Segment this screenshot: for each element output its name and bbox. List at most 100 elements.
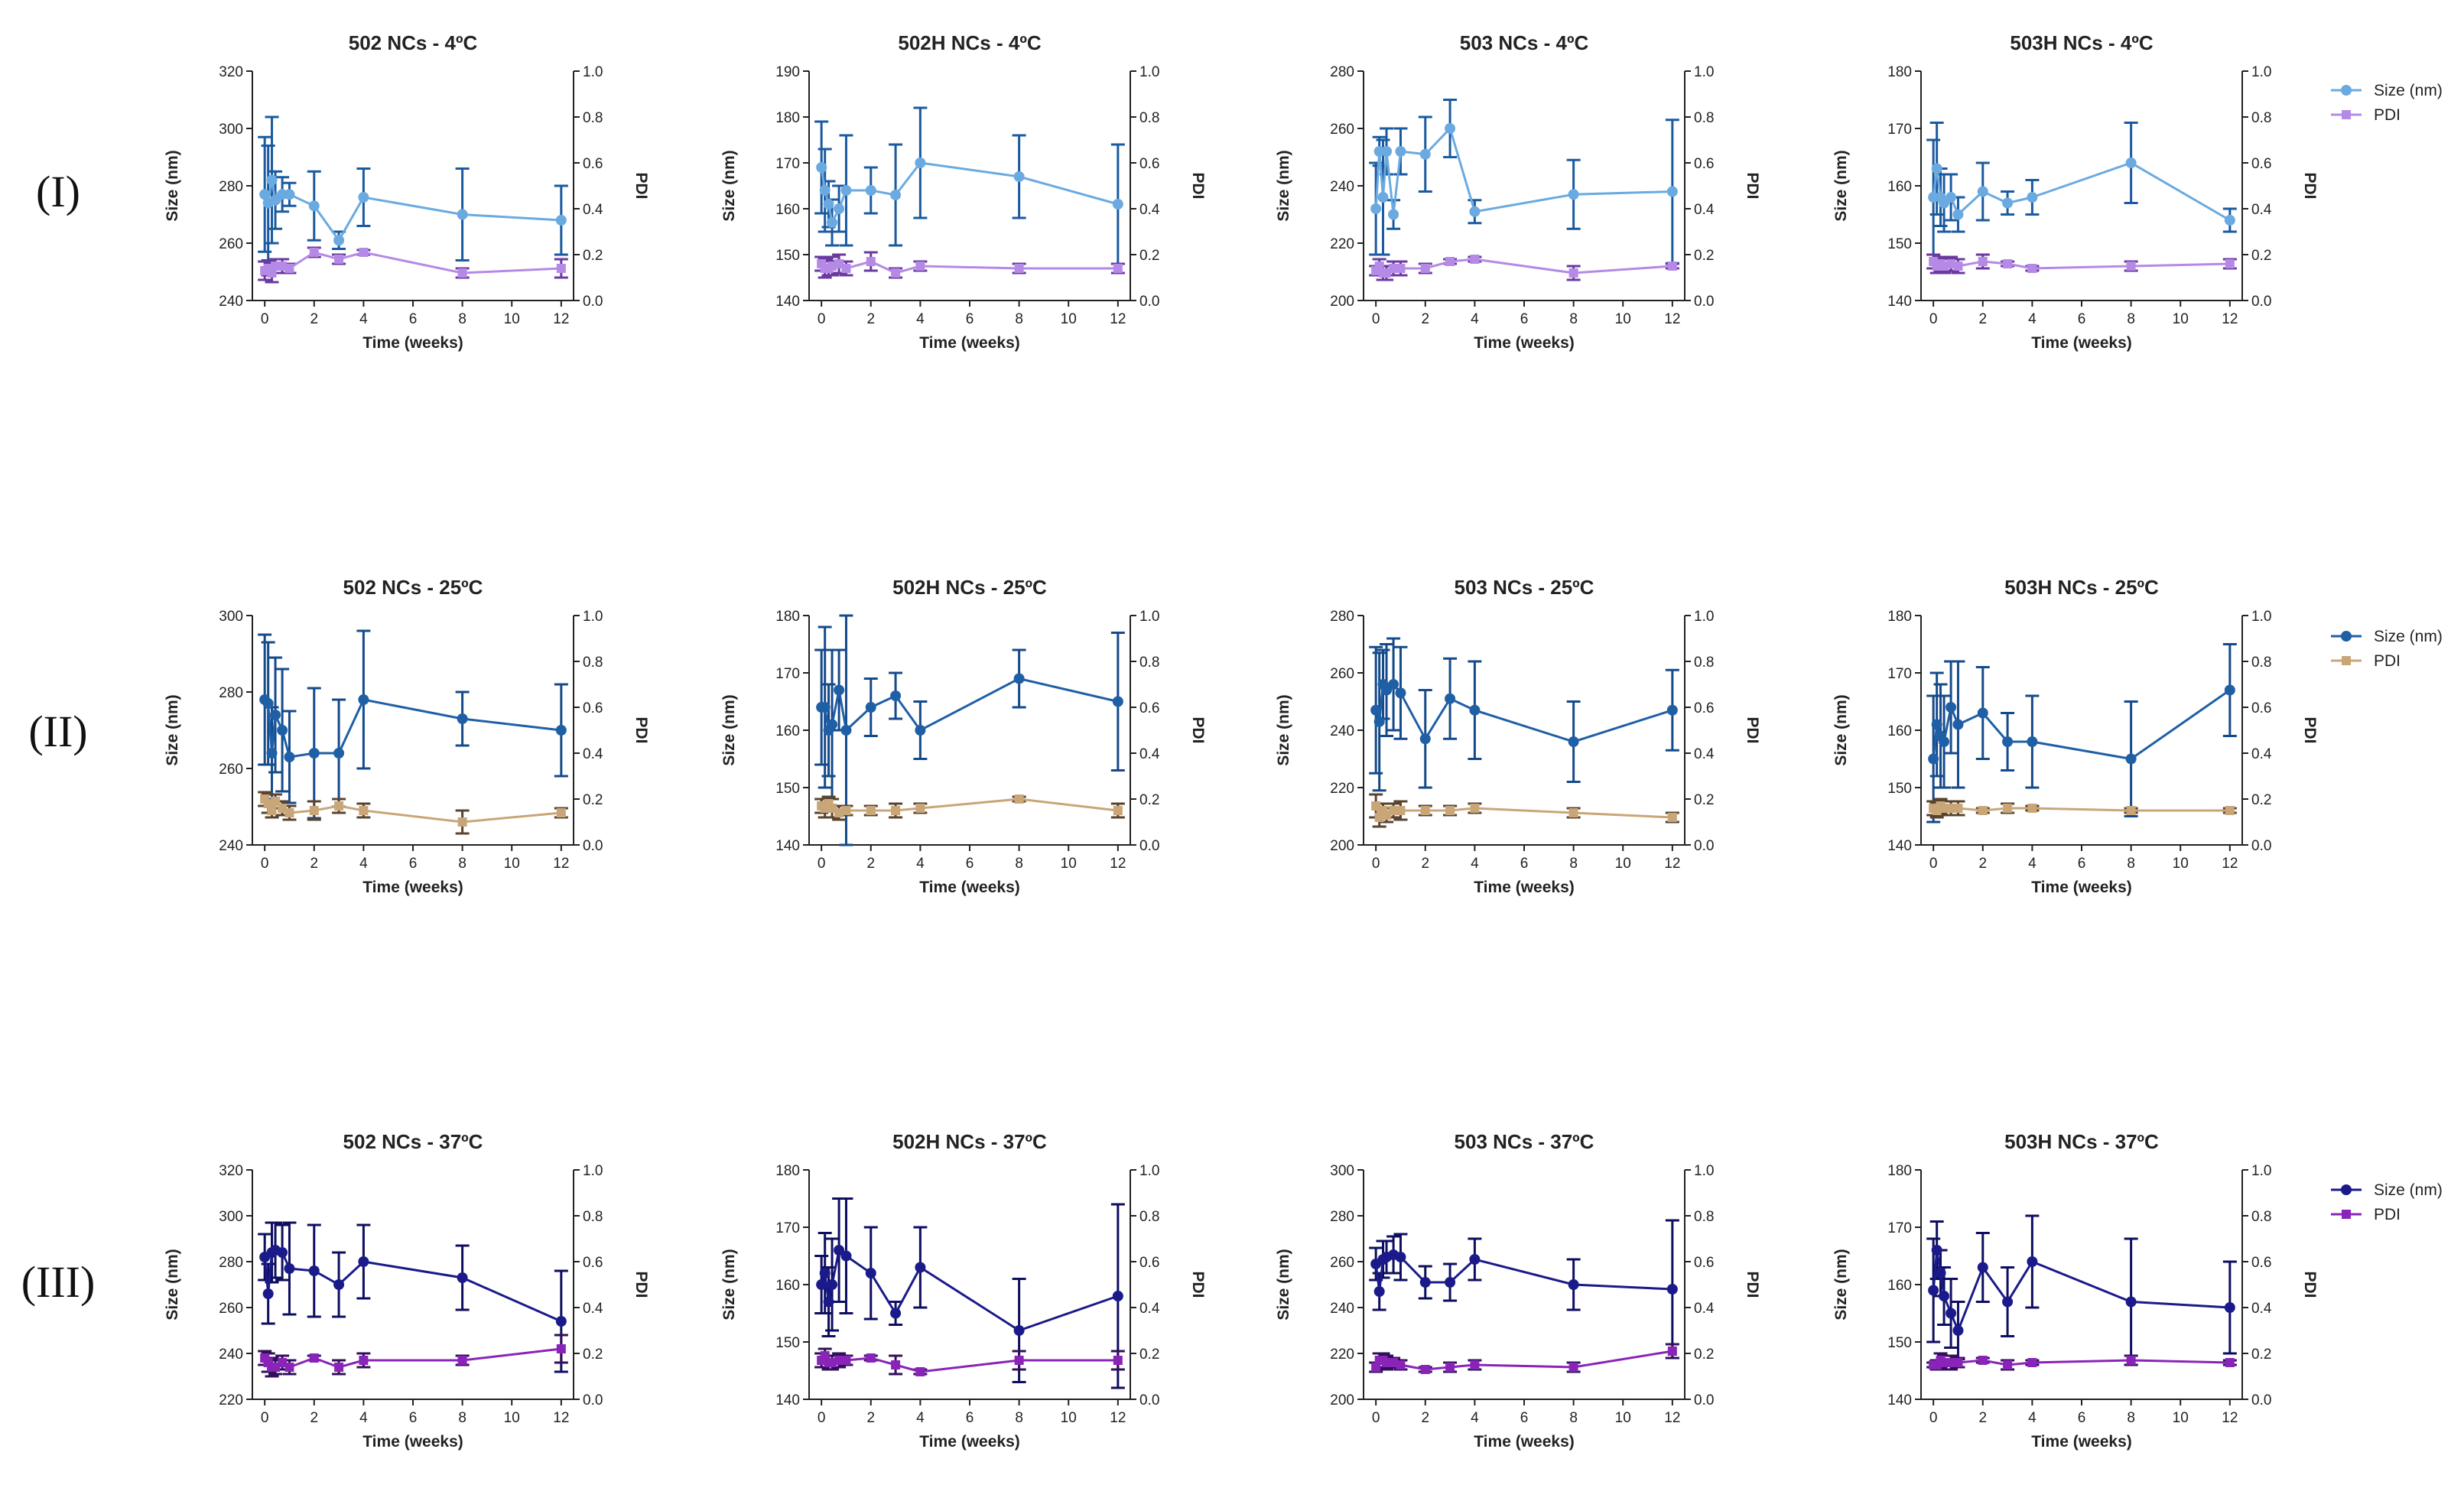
data-point: [556, 1344, 566, 1353]
data-point: [1935, 1268, 1946, 1278]
y-tick-label: 280: [1330, 609, 1354, 625]
y2-tick-label: 0.8: [1139, 655, 1159, 671]
data-point: [841, 1356, 851, 1365]
y2-tick-label: 0.4: [583, 202, 603, 218]
x-tick-label: 6: [966, 1410, 974, 1426]
data-point: [1666, 704, 1678, 716]
x-axis-label: Time (weeks): [362, 334, 463, 352]
series-size: [1369, 99, 1679, 265]
data-point: [1445, 123, 1456, 134]
series-size: [814, 106, 1125, 265]
y-tick-label: 260: [219, 1301, 243, 1317]
x-tick-label: 2: [310, 1410, 318, 1426]
x-tick-label: 0: [1929, 1410, 1938, 1426]
y2-tick-label: 0.2: [1694, 792, 1714, 808]
data-point: [1113, 1356, 1123, 1365]
y-tick-label: 220: [1330, 781, 1354, 797]
data-point: [1112, 1291, 1123, 1301]
legend-pdi-label: PDI: [2374, 1206, 2401, 1223]
y2-tick-label: 1.0: [583, 1163, 603, 1179]
data-point: [1395, 687, 1406, 699]
data-point: [841, 806, 851, 815]
data-point: [555, 215, 567, 226]
series-pdi: [258, 1334, 568, 1378]
y2-tick-label: 0.8: [583, 1209, 603, 1225]
y-tick-label: 170: [775, 1220, 800, 1236]
y-tick-label: 160: [1887, 1278, 1912, 1294]
data-point: [1977, 186, 1988, 197]
y2-axis-label: PDI: [632, 716, 650, 743]
x-tick-label: 12: [1664, 1410, 1680, 1426]
x-tick-label: 6: [966, 856, 974, 872]
data-point: [358, 1256, 369, 1267]
legend-size-marker: [2341, 1184, 2352, 1195]
series-size: [814, 614, 1125, 846]
data-point: [1568, 1363, 1578, 1372]
series-line: [1374, 681, 1673, 743]
x-tick-label: 12: [2222, 1410, 2238, 1426]
x-tick-label: 4: [2028, 1410, 2037, 1426]
series-pdi: [258, 791, 568, 835]
data-point: [890, 690, 902, 701]
x-tick-label: 4: [359, 1410, 368, 1426]
y2-tick-label: 0.4: [2251, 1301, 2272, 1317]
x-axis-label: Time (weeks): [2031, 1433, 2132, 1451]
y-tick-label: 150: [1887, 236, 1912, 252]
data-point: [1014, 264, 1024, 273]
series-line: [820, 1353, 1118, 1373]
x-tick-label: 2: [866, 1410, 875, 1426]
y-tick-label: 180: [775, 1163, 800, 1179]
data-point: [284, 1263, 295, 1274]
x-tick-label: 12: [1110, 1410, 1126, 1426]
y-tick-label: 160: [775, 723, 800, 739]
y2-tick-label: 0.8: [583, 110, 603, 126]
data-point: [1978, 257, 1988, 266]
y-tick-label: 240: [1330, 723, 1354, 739]
data-point: [1977, 707, 1988, 719]
x-tick-label: 10: [504, 1410, 520, 1426]
series-size: [1926, 122, 2237, 256]
data-point: [1568, 189, 1579, 200]
data-point: [1419, 1277, 1431, 1288]
data-point: [1928, 753, 1939, 765]
x-tick-label: 2: [1978, 1410, 1987, 1426]
y2-axis-label: PDI: [1744, 172, 1761, 199]
legend-pdi-marker: [2342, 656, 2351, 665]
data-point: [2027, 804, 2037, 813]
y2-axis-label: PDI: [2301, 172, 2319, 199]
x-tick-label: 10: [2173, 856, 2189, 872]
y-tick-label: 220: [1330, 236, 1354, 252]
data-point: [262, 1288, 274, 1299]
series-pdi: [1926, 253, 2237, 275]
y2-tick-label: 1.0: [1139, 609, 1159, 625]
data-point: [284, 1363, 294, 1372]
y2-axis-label: PDI: [1189, 1271, 1207, 1298]
data-point: [457, 713, 468, 724]
data-point: [1470, 255, 1480, 264]
data-point: [2225, 806, 2235, 815]
data-point: [556, 808, 566, 817]
x-tick-label: 10: [1061, 311, 1077, 327]
data-point: [840, 1250, 852, 1262]
x-tick-label: 4: [916, 1410, 925, 1426]
data-point: [1445, 806, 1455, 815]
x-tick-label: 8: [1569, 1410, 1578, 1426]
legend-size-label: Size (nm): [2374, 82, 2443, 99]
series-size: [258, 115, 568, 262]
y-tick-label: 220: [1330, 1347, 1354, 1363]
x-tick-label: 12: [2222, 856, 2238, 872]
series-pdi: [1369, 1343, 1679, 1374]
x-tick-label: 4: [1471, 1410, 1479, 1426]
series-line: [1932, 1249, 2230, 1334]
legend-pdi-marker: [2342, 110, 2351, 119]
data-point: [309, 1353, 319, 1363]
y2-tick-label: 0.6: [583, 700, 603, 716]
x-tick-label: 6: [1520, 856, 1529, 872]
data-point: [2003, 804, 2013, 813]
y-tick-label: 180: [775, 110, 800, 126]
data-point: [1946, 702, 1957, 713]
y-tick-label: 320: [219, 1163, 243, 1179]
chart-title: 502H NCs - 4ºC: [898, 31, 1041, 54]
x-tick-label: 6: [1520, 1410, 1529, 1426]
